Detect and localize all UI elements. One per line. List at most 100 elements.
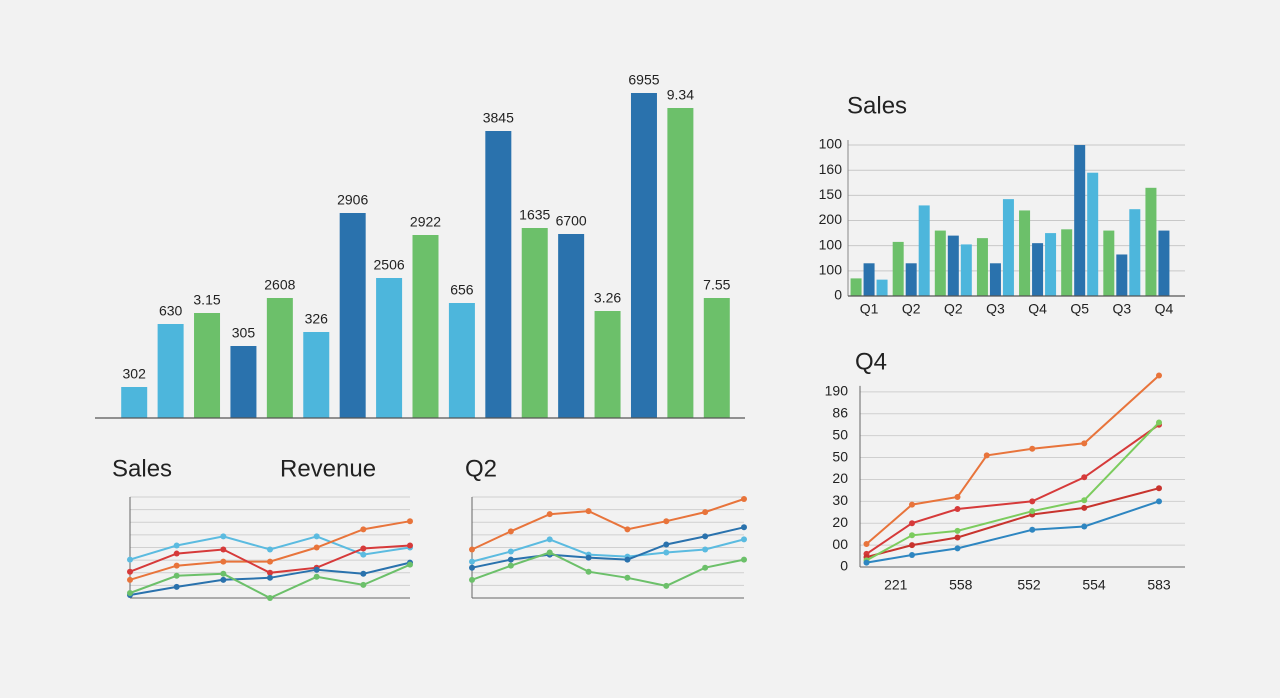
- y-tick-label: 50: [832, 448, 848, 464]
- bar: [1087, 172, 1099, 296]
- bar: [485, 131, 512, 418]
- bar: [934, 230, 946, 296]
- point: [220, 570, 227, 577]
- x-tick-label: Q2: [944, 301, 963, 317]
- point: [1029, 508, 1036, 515]
- bar: [558, 234, 585, 418]
- point: [127, 589, 133, 596]
- point: [624, 556, 631, 563]
- x-tick-label: 554: [1082, 577, 1106, 593]
- point: [407, 561, 413, 568]
- line: [471, 498, 745, 551]
- y-tick-label: 86: [832, 404, 848, 420]
- bar: [376, 278, 403, 418]
- bar: [1145, 187, 1157, 296]
- bar-label: 2922: [410, 214, 441, 230]
- bar: [1158, 230, 1170, 296]
- point: [983, 452, 990, 459]
- bar-label: 2608: [264, 277, 295, 293]
- point: [954, 545, 961, 552]
- point: [624, 574, 631, 581]
- point: [469, 546, 475, 553]
- y-tick-label: 30: [832, 492, 848, 508]
- chart-title: Sales: [112, 455, 172, 482]
- y-tick-label: 00: [832, 536, 848, 552]
- y-tick-label: 20: [832, 470, 848, 486]
- point: [220, 576, 227, 583]
- point: [585, 508, 592, 515]
- bar-label: 326: [305, 311, 329, 327]
- line: [471, 538, 745, 563]
- point: [507, 528, 514, 535]
- bar-label: 7.55: [703, 277, 730, 293]
- point: [909, 551, 915, 558]
- bar: [594, 311, 621, 418]
- point: [360, 551, 367, 558]
- point: [313, 573, 320, 580]
- bar: [1019, 210, 1031, 296]
- point: [469, 558, 475, 565]
- point: [663, 518, 670, 525]
- point: [909, 542, 915, 549]
- bar: [157, 324, 184, 418]
- point: [1029, 445, 1036, 452]
- bar: [266, 298, 293, 418]
- bar: [703, 298, 730, 418]
- point: [220, 533, 227, 540]
- point: [469, 564, 475, 571]
- point: [663, 582, 670, 589]
- point: [1156, 498, 1162, 505]
- point: [909, 532, 915, 539]
- y-tick-label: 0: [834, 287, 842, 303]
- bar-label: 656: [450, 282, 474, 298]
- point: [267, 558, 273, 565]
- bar: [1074, 145, 1086, 296]
- x-tick-label: Q2: [902, 301, 921, 317]
- bar: [863, 263, 875, 296]
- bar: [905, 263, 917, 296]
- point: [1156, 485, 1162, 492]
- bar: [339, 213, 366, 418]
- bar: [412, 235, 439, 418]
- bar-label: 1635: [519, 207, 550, 223]
- x-tick-label: Q1: [860, 301, 879, 317]
- point: [407, 518, 413, 525]
- point: [469, 576, 475, 583]
- line: [866, 500, 1160, 564]
- bar-label: 2906: [337, 192, 368, 208]
- bar: [918, 205, 930, 296]
- point: [267, 595, 273, 601]
- x-tick-label: 558: [949, 577, 973, 593]
- point: [585, 568, 592, 575]
- chart-title: Q4: [855, 348, 887, 375]
- point: [909, 501, 915, 508]
- bar-label: 2506: [374, 257, 405, 273]
- line: [471, 526, 745, 569]
- point: [360, 526, 367, 533]
- line: [866, 421, 1160, 562]
- point: [407, 542, 413, 549]
- point: [360, 570, 367, 577]
- point: [1029, 526, 1036, 533]
- bar: [521, 228, 548, 418]
- point: [313, 544, 320, 551]
- bar: [850, 278, 862, 296]
- point: [507, 562, 514, 569]
- bar: [230, 346, 257, 418]
- point: [313, 533, 320, 540]
- x-tick-label: Q5: [1070, 301, 1089, 317]
- y-tick-label: 50: [832, 426, 848, 442]
- point: [741, 536, 747, 543]
- bar: [630, 93, 657, 418]
- point: [127, 556, 133, 563]
- bar-label: 3845: [483, 110, 514, 126]
- point: [546, 549, 553, 556]
- bar-label: 9.34: [667, 87, 694, 103]
- bar-label: 305: [232, 325, 256, 341]
- point: [546, 536, 553, 543]
- point: [1081, 504, 1088, 511]
- bar: [1032, 243, 1044, 296]
- bar: [960, 244, 972, 296]
- point: [173, 542, 180, 549]
- point: [267, 546, 273, 553]
